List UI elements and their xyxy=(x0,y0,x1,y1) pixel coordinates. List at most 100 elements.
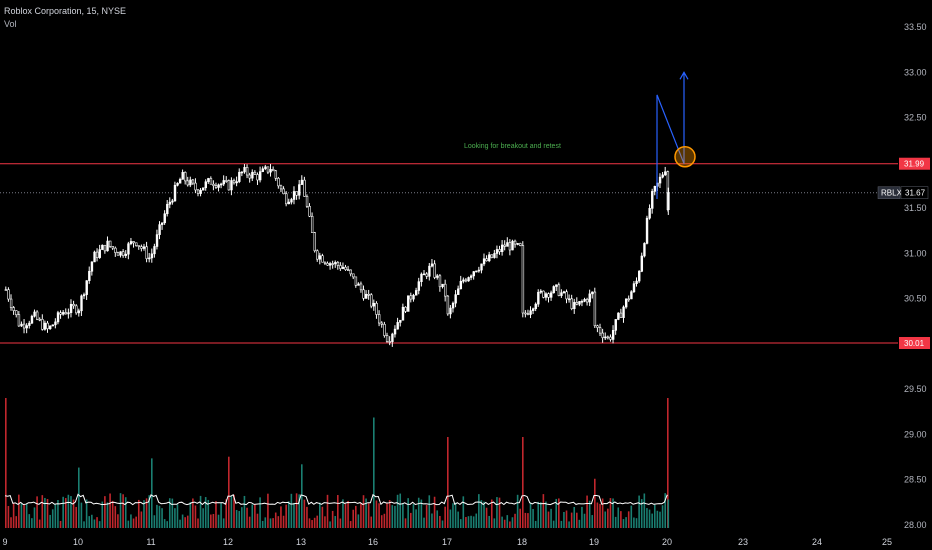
candle-body xyxy=(142,246,146,249)
volume-bar xyxy=(452,503,454,528)
volume-bar xyxy=(347,500,349,528)
volume-bar xyxy=(62,496,64,528)
candle-body xyxy=(298,184,301,196)
volume-bar xyxy=(269,518,272,528)
candle-body xyxy=(150,253,154,259)
candle-body xyxy=(375,302,378,315)
volume-bar xyxy=(415,509,417,528)
volume-bar xyxy=(75,506,77,528)
volume-bar xyxy=(604,511,607,528)
volume-bar xyxy=(373,417,375,528)
candle-body xyxy=(334,262,337,265)
volume-bar xyxy=(490,499,493,528)
volume-bar xyxy=(23,504,25,528)
candle-body xyxy=(4,289,8,291)
candle-body xyxy=(412,294,415,300)
candle-body xyxy=(640,255,644,272)
candle-body xyxy=(393,328,397,335)
price-tick-label: 32.50 xyxy=(904,113,927,123)
time-tick-label: 16 xyxy=(368,537,378,547)
candle-body xyxy=(516,243,519,245)
candle-body xyxy=(108,240,112,247)
candle-body xyxy=(526,313,530,316)
candle-body xyxy=(547,293,550,298)
candle-body xyxy=(428,265,431,277)
candle-body xyxy=(529,310,532,315)
volume-bar xyxy=(179,519,181,528)
candle-body xyxy=(331,263,334,265)
volume-bar xyxy=(664,493,666,528)
volume-bars xyxy=(4,398,670,528)
volume-bar xyxy=(527,513,529,528)
price-tick-label: 28.00 xyxy=(904,520,927,530)
level-price-label: 30.01 xyxy=(904,339,925,348)
candle-body xyxy=(155,234,159,247)
candle-body xyxy=(614,319,617,331)
candle-body xyxy=(611,330,615,340)
volume-bar xyxy=(184,517,186,528)
volume-bar xyxy=(441,520,444,528)
volume-bar xyxy=(158,505,161,528)
candle-body xyxy=(279,185,283,190)
candle-body xyxy=(622,306,625,318)
candle-body xyxy=(441,283,444,288)
candle-body xyxy=(274,170,278,179)
candle-body xyxy=(619,312,623,318)
volume-bar xyxy=(383,513,386,528)
time-axis[interactable]: 9 10 11 12 13 16 17 18 19 20 23 24 25 xyxy=(2,537,892,547)
candle-body xyxy=(41,319,44,330)
candle-body xyxy=(95,251,99,258)
volume-bar xyxy=(365,498,367,528)
candle-body xyxy=(90,261,94,272)
candle-body xyxy=(414,290,418,296)
volume-bar xyxy=(511,517,514,528)
price-axis[interactable]: 33.5033.0032.5032.0031.5031.0030.5030.00… xyxy=(904,22,927,530)
candle-body xyxy=(20,323,23,327)
candle-body xyxy=(72,303,75,307)
volume-bar xyxy=(306,506,308,528)
candle-body xyxy=(336,262,340,266)
volume-bar xyxy=(329,521,331,528)
volume-bar xyxy=(388,500,391,528)
candle-body xyxy=(531,308,535,311)
volume-bar xyxy=(326,494,329,528)
ticker-tag xyxy=(877,186,901,199)
volume-bar xyxy=(496,497,498,528)
candle-body xyxy=(82,294,86,297)
candle-body xyxy=(232,180,236,184)
volume-bar xyxy=(524,512,527,528)
candle-body xyxy=(578,301,581,305)
volume-bar xyxy=(402,502,404,528)
annotation-note[interactable]: Looking for breakout and retest xyxy=(464,143,561,150)
volume-bar xyxy=(612,498,614,528)
volume-bar xyxy=(230,495,233,528)
volume-bar xyxy=(601,498,604,528)
retest-circle[interactable] xyxy=(674,145,696,168)
volume-bar xyxy=(633,517,635,528)
candle-body xyxy=(64,312,68,315)
candle-body xyxy=(171,200,174,203)
volume-bar xyxy=(509,521,511,528)
candle-body xyxy=(422,273,426,276)
volume-bar xyxy=(212,513,215,528)
candle-body xyxy=(534,303,537,310)
volume-bar xyxy=(143,500,145,528)
projection-arrow[interactable] xyxy=(656,72,685,164)
volume-bar xyxy=(488,515,490,528)
volume-bar xyxy=(514,513,516,528)
candle-body xyxy=(313,232,316,252)
candle-body xyxy=(176,182,179,186)
volume-bar xyxy=(88,516,91,528)
candle-body xyxy=(88,270,91,281)
volume-bar xyxy=(355,505,357,528)
candle-body xyxy=(225,180,228,182)
volume-bar xyxy=(545,501,547,528)
time-tick-label: 10 xyxy=(73,537,83,547)
volume-bar xyxy=(607,508,609,528)
candle-body xyxy=(501,244,504,253)
volume-bar xyxy=(248,516,251,528)
volume-bar xyxy=(83,521,85,528)
volume-bar xyxy=(168,498,171,528)
volume-bar xyxy=(640,499,643,528)
